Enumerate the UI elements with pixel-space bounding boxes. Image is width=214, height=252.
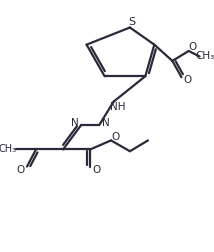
Text: CH₃: CH₃ [195,50,214,60]
Text: NH: NH [110,102,125,112]
Text: O: O [184,75,192,85]
Text: S: S [128,17,135,27]
Text: O: O [111,131,120,141]
Text: CH₃: CH₃ [0,143,17,153]
Text: N: N [71,118,79,128]
Text: N: N [102,118,109,128]
Text: O: O [16,165,25,175]
Text: O: O [188,42,196,52]
Text: O: O [92,165,101,175]
